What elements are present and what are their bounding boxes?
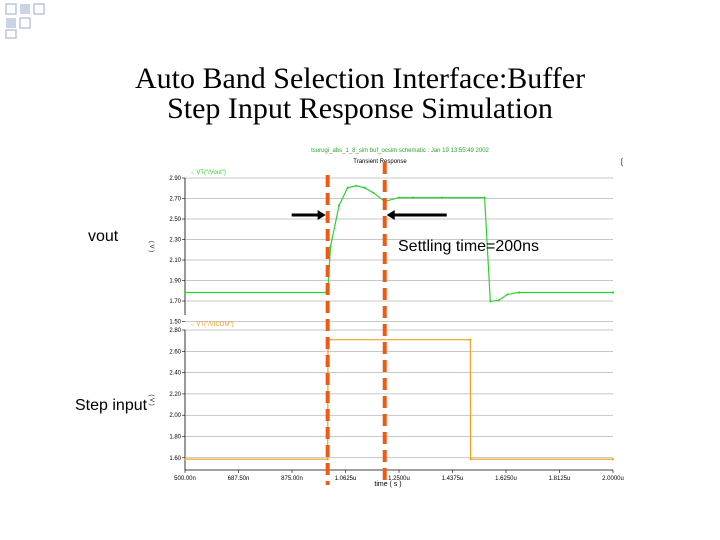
settling-time-label: Settling time=200ns (398, 238, 539, 255)
data-point (346, 186, 349, 189)
slide-title: Auto Band Selection Interface:Buffer Ste… (0, 64, 720, 124)
data-point (469, 338, 472, 341)
legend-entry: -: VT("/VICOM") (191, 322, 234, 328)
y-tick-label: 2.20 (169, 392, 181, 398)
left-arrow-head (317, 210, 326, 220)
right-arrow-head (386, 210, 395, 220)
vout-series-line (185, 185, 613, 302)
data-point (469, 458, 472, 461)
y-tick-label: 2.40 (169, 371, 181, 377)
legend-entry: -: VT("/Vout") (191, 170, 226, 176)
step-input-series-line (185, 339, 613, 460)
step-input-panel: 2.80 2.60 2.40 2.20 2.00 1.80 1.60 ( V ) -: VT("… (148, 322, 624, 482)
x-tick-label: 500.00n (174, 476, 196, 482)
y-tick-label: 2.10 (169, 258, 181, 264)
vout-label: vout (88, 228, 119, 245)
data-point (372, 191, 375, 194)
y-tick-label: 1.90 (169, 279, 181, 285)
y-tick-label: 2.00 (169, 413, 181, 419)
y-tick-label: 2.60 (169, 349, 181, 355)
x-tick-label: 687.50n (228, 476, 250, 482)
y-tick-label: 2.90 (169, 176, 181, 182)
y-tick-label: 1.70 (169, 299, 181, 305)
simulation-plot: tsurugi_abs_1_8_sim buf_ocsim schematic … (138, 140, 628, 500)
data-point (363, 186, 366, 189)
data-point (183, 291, 187, 294)
data-point (506, 293, 509, 296)
data-point (397, 196, 401, 199)
window-title: tsurugi_abs_1_8_sim buf_ocsim schematic … (311, 148, 489, 154)
y-tick-label: 2.30 (169, 238, 181, 244)
y-tick-label: 2.70 (169, 197, 181, 203)
step-input-label: Step input (75, 397, 148, 414)
x-tick-label: 875.00n (281, 476, 303, 482)
x-tick-label: 2.0000u (602, 476, 624, 482)
y-tick-label: 2.80 (169, 328, 181, 334)
settling-markers (291, 162, 447, 485)
x-tick-label: 1.0625u (335, 476, 357, 482)
data-point (329, 245, 332, 248)
y-tick-label: 1.60 (169, 456, 181, 462)
data-point (183, 458, 187, 461)
data-point (412, 196, 415, 199)
x-tick-label: 1.2500u (388, 476, 410, 482)
data-point (337, 204, 341, 207)
data-point (489, 300, 492, 303)
data-point (517, 291, 520, 294)
x-tick-label: 1.4375u (442, 476, 464, 482)
data-point (483, 196, 486, 199)
x-axis-label: time ( s ) (374, 481, 401, 488)
y-tick-label: 1.50 (169, 320, 181, 326)
vout-panel: 2.90 2.70 2.50 2.30 2.10 1.90 1.70 1.50 ( V ) -: … (148, 170, 615, 326)
data-point (497, 299, 500, 302)
x-tick-label: 1.8125u (549, 476, 571, 482)
y-axis-label: ( V ) (148, 241, 154, 252)
corner-decoration (5, 3, 45, 39)
data-point (326, 458, 329, 461)
y-tick-label: 1.80 (169, 435, 181, 441)
panel-title: Transient Response (353, 159, 407, 165)
slide-title-line1: Auto Band Selection Interface:Buffer (134, 62, 586, 95)
data-point (440, 196, 443, 199)
y-axis-label: ( V ) (148, 394, 154, 405)
plot-canvas: tsurugi_abs_1_8_sim buf_ocsim schematic … (138, 140, 628, 495)
data-point (355, 184, 358, 187)
slide-title-line2: Step Input Response Simulation (167, 92, 553, 125)
x-tick-label: 1.6250u (495, 476, 517, 482)
window-bracket: [ (621, 159, 623, 166)
data-point (611, 458, 615, 461)
y-tick-label: 2.50 (169, 217, 181, 223)
data-point (611, 291, 615, 294)
